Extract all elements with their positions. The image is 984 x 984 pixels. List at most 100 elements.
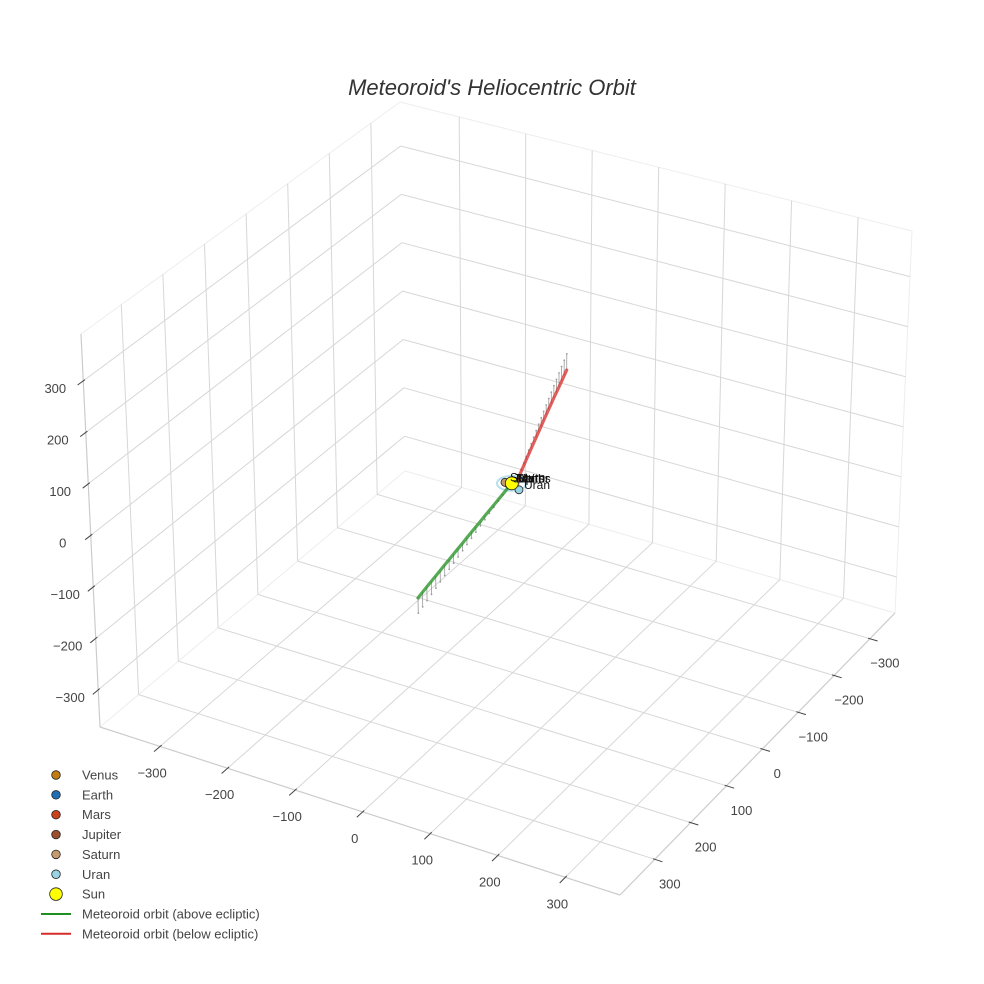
drop-line-marker	[560, 365, 563, 368]
gridline-z-wall	[402, 290, 904, 428]
drop-line-marker	[540, 416, 543, 419]
drop-line-marker	[475, 531, 477, 533]
gridline-y-wall	[328, 153, 338, 528]
y-tick-mark	[831, 674, 842, 679]
gridline-x-floor	[429, 560, 717, 835]
legend-marker-icon	[51, 770, 61, 780]
gridline-z-wall	[90, 290, 403, 536]
legend-item-saturn[interactable]: Saturn	[51, 847, 121, 862]
drop-line-marker	[558, 372, 560, 374]
drop-line-marker	[563, 359, 566, 362]
legend-label: Uran	[82, 867, 110, 882]
venus-label: Venus	[517, 471, 550, 485]
legend-label: Jupiter	[82, 827, 122, 842]
legend-item-sun[interactable]: Sun	[49, 887, 105, 902]
drop-line-marker	[542, 410, 545, 413]
box-edge	[80, 101, 401, 335]
meteoroid-orbit-below-line[interactable]	[514, 368, 569, 484]
gridline-y-wall	[370, 123, 378, 495]
drop-line-marker	[426, 599, 428, 602]
sun-marker[interactable]	[504, 476, 519, 491]
legend-item-earth[interactable]: Earth	[51, 787, 113, 802]
z-tick-label: −300	[56, 690, 85, 705]
gridline-x-floor	[497, 579, 781, 856]
gridline-x-wall	[779, 200, 793, 580]
gridline-y-wall	[287, 183, 299, 562]
z-tick-label: 200	[47, 432, 69, 447]
gridline-x-floor	[362, 542, 653, 813]
legend-label: Mars	[82, 807, 111, 822]
legend-label: Saturn	[82, 847, 120, 862]
z-tick-mark	[92, 688, 101, 695]
x-tick-label: 300	[546, 896, 568, 911]
drop-line-marker	[470, 537, 473, 540]
drop-line-marker	[417, 612, 420, 614]
gridline-x-wall	[843, 217, 859, 599]
uran-label: Uran	[524, 478, 550, 492]
drop-line-marker	[439, 581, 442, 583]
gridline-x-wall	[715, 183, 726, 562]
x-tick-mark	[424, 831, 433, 840]
legend-item-mars[interactable]: Mars	[51, 807, 112, 822]
z-tick-label: 0	[59, 535, 66, 550]
z-tick-mark	[79, 430, 88, 438]
gridline-z-wall	[92, 339, 404, 588]
legend-label: Meteoroid orbit (below ecliptic)	[82, 926, 258, 941]
axis-ticks: −300 −200 −100 0 100 200 300 −300 −200 −100 0 100 20…	[44, 379, 900, 911]
z-tick-label: 300	[44, 381, 66, 396]
z-tick-mark	[87, 585, 96, 592]
x-tick-label: −200	[205, 787, 234, 802]
gridline-y-floor	[217, 627, 727, 787]
y-tick-mark	[724, 784, 735, 789]
legend: Venus Earth Mars Jupiter Saturn Uran Sun Meteor…	[41, 768, 260, 941]
gridline-z-wall	[83, 145, 401, 382]
gridline-y-floor	[257, 594, 763, 750]
box-edge	[399, 101, 913, 232]
drop-line-marker	[553, 384, 555, 387]
legend-label: Sun	[82, 887, 105, 902]
gridline-y-floor	[178, 660, 691, 824]
z-tick-mark	[84, 533, 93, 541]
y-tick-label: 200	[695, 840, 717, 855]
gridline-y-wall	[120, 304, 140, 695]
x-tick-mark	[153, 744, 162, 752]
drop-line-marker	[448, 568, 451, 571]
earth-label: Earth	[516, 471, 545, 485]
legend-marker-icon	[51, 790, 61, 800]
z-tick-mark	[77, 379, 86, 386]
x-tick-mark	[288, 788, 298, 796]
gridline-z-wall	[95, 387, 405, 639]
drop-line-marker	[535, 429, 538, 432]
x-tick-mark	[356, 810, 365, 818]
drop-line-marker	[443, 574, 446, 577]
legend-item-venus[interactable]: Venus	[51, 768, 119, 783]
gridline-y-floor	[138, 694, 655, 860]
y-tick-label: 100	[731, 803, 753, 818]
y-tick-label: −300	[870, 656, 899, 671]
meteoroid-orbit-above-line[interactable]	[416, 487, 509, 600]
z-tick-mark	[89, 636, 98, 644]
drop-line-marker	[421, 606, 424, 608]
legend-item-jupiter[interactable]: Jupiter	[51, 827, 122, 842]
gridline-y-floor	[377, 493, 871, 640]
legend-marker-icon	[51, 810, 61, 820]
drop-line-marker	[537, 423, 540, 426]
chart-title: Meteoroid's Heliocentric Orbit	[348, 75, 637, 100]
gridline-x-floor	[227, 505, 526, 769]
y-tick-mark	[652, 858, 663, 863]
drop-line-marker	[565, 353, 568, 355]
mars-label: Mars	[518, 471, 545, 485]
z-tick-mark	[82, 482, 91, 489]
legend-item-uran[interactable]: Uran	[51, 867, 110, 882]
gridline-y-wall	[245, 213, 259, 595]
drop-line-marker	[484, 518, 486, 521]
z-tick-label: −100	[51, 587, 80, 602]
legend-item-orbit-above[interactable]: Meteoroid orbit (above ecliptic)	[41, 906, 260, 921]
box-edge	[404, 470, 896, 614]
legend-item-orbit-below[interactable]: Meteoroid orbit (below ecliptic)	[41, 926, 258, 941]
gridline-x-wall	[458, 116, 463, 488]
gridline-x-wall	[652, 167, 660, 543]
legend-marker-icon	[49, 887, 63, 901]
